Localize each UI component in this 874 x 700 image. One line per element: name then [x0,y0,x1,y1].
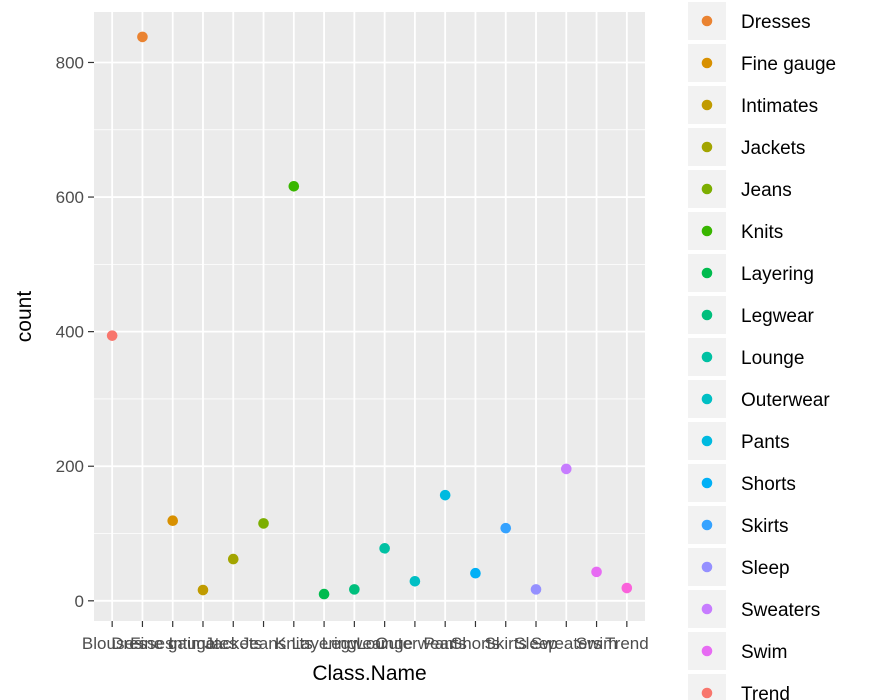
legend-label: Fine gauge [741,54,836,75]
legend-key-point [701,141,713,153]
legend-label: Jackets [741,138,805,159]
data-point-sweaters [560,463,572,475]
legend-label: Swim [741,642,787,663]
legend-key-point [701,477,713,489]
y-tick-label: 200 [56,457,84,476]
x-tick-label: Pants [423,634,466,653]
x-tick-label: Sleep [514,634,557,653]
data-point-jeans [258,518,269,529]
x-tick-label: Jackets [204,634,262,653]
legend-key-point [701,15,713,27]
x-axis-title: Class.Name [312,662,426,685]
data-point-dresses [137,31,148,43]
legend-label: Outerwear [741,390,830,411]
legend-key-point [701,99,713,111]
legend-label: Trend [741,684,790,700]
legend-label: Shorts [741,474,796,495]
x-tick-label: Sweaters [531,634,602,653]
data-point-swim [591,566,602,578]
x-tick-label: Intimates [168,634,237,653]
x-tick-label: Skirts [484,634,527,653]
legend-label: Knits [741,222,783,243]
legend-key-point [701,183,713,195]
x-tick-label: Jeans [241,634,286,653]
data-points [106,31,633,600]
data-point-blouses [106,330,118,341]
data-point-knits [288,180,300,192]
legend-key-point [701,687,713,699]
data-point-legwear [349,584,360,595]
legend-key-point [701,519,713,531]
data-point-intimates [197,584,209,596]
y-tick-label: 800 [56,53,84,72]
data-point-shorts [470,567,481,579]
legend: Dresses Fine gauge Intimates Jackets Jeans Kn… [688,2,836,700]
y-tick-label: 0 [75,592,84,611]
legend-key-point [701,435,713,447]
legend-key-point [701,57,713,69]
y-tick-label: 400 [56,323,84,342]
x-tick-label: Dresses [111,634,173,653]
legend-key-point [701,351,713,363]
x-tick-label: Legwear [322,634,388,653]
x-tick-label: Trend [605,634,649,653]
data-point-sleep [530,584,542,595]
legend-label: Pants [741,432,790,453]
x-tick-label: Fine gauge [130,634,215,653]
data-point-skirts [500,522,512,534]
data-point-jackets [227,553,239,565]
x-tick-label: Layering [291,634,356,653]
legend-label: Dresses [741,12,811,33]
legend-label: Lounge [741,348,804,369]
major-gridlines [94,12,645,621]
data-point-pants [439,489,451,501]
data-point-layering [318,588,330,600]
data-point-fine-gauge [167,515,179,527]
y-axis-title: count [13,291,36,343]
legend-key-point [701,225,713,237]
legend-key-point [701,267,713,279]
legend-key-point [701,561,713,573]
plot-panel [94,12,645,621]
x-tick-label: Blouses [82,634,142,653]
data-point-trend [621,582,633,594]
x-tick-label: Shorts [451,634,500,653]
x-tick-label: Swim [576,634,618,653]
legend-label: Skirts [741,516,789,537]
y-tick-label: 600 [56,188,84,207]
legend-key-point [701,645,713,657]
legend-key-point [701,603,713,615]
legend-label: Intimates [741,96,818,117]
legend-label: Legwear [741,306,815,327]
y-axis: 0 200 400 600 800 [56,53,94,611]
legend-label: Jeans [741,180,792,201]
minor-gridlines [94,129,645,534]
data-point-outerwear [409,575,421,587]
data-point-lounge [379,543,390,554]
x-tick-label: Knits [275,634,313,653]
legend-key-point [701,309,713,321]
legend-label: Layering [741,264,814,285]
x-tick-label: Outerwear [375,634,455,653]
legend-key-point [701,393,713,405]
x-tick-label: Lounge [356,634,413,653]
legend-label: Sweaters [741,600,820,621]
legend-label: Sleep [741,558,790,579]
